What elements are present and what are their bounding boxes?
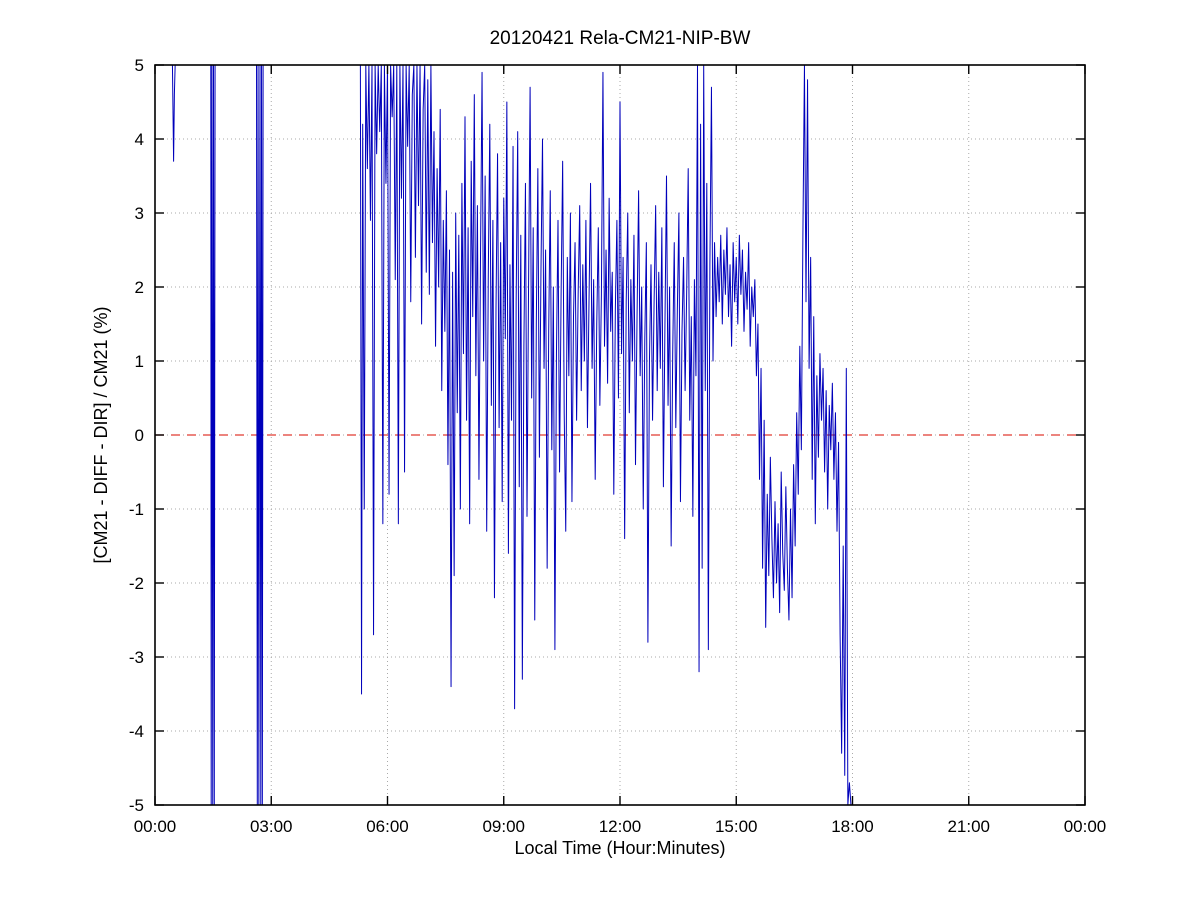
chart-title: 20120421 Rela-CM21-NIP-BW <box>490 28 751 49</box>
series-line <box>210 64 216 806</box>
x-tick-label: 18:00 <box>831 817 874 836</box>
y-tick-label: -2 <box>129 574 144 593</box>
series-line <box>359 64 852 806</box>
x-tick-label: 00:00 <box>134 817 177 836</box>
y-tick-label: 3 <box>135 204 144 223</box>
y-tick-label: 1 <box>135 352 144 371</box>
y-tick-label: -1 <box>129 500 144 519</box>
x-tick-label: 09:00 <box>482 817 525 836</box>
axes-box <box>154 64 1086 806</box>
series-line <box>256 64 264 806</box>
x-tick-label: 03:00 <box>250 817 293 836</box>
axes: 00:00 03:00 06:00 09:00 12:00 15:00 18:00 21:00… <box>129 56 1106 836</box>
x-axis-label: Local Time (Hour:Minutes) <box>514 838 725 858</box>
series-line <box>171 64 176 162</box>
x-tick-label: 06:00 <box>366 817 409 836</box>
x-tick-label: 21:00 <box>947 817 990 836</box>
y-tick-label: -4 <box>129 722 144 741</box>
y-tick-label: 0 <box>135 426 144 445</box>
x-tick-label: 00:00 <box>1064 817 1107 836</box>
y-tick-label: 2 <box>135 278 144 297</box>
y-tick-label: 5 <box>135 56 144 75</box>
x-tick-label: 15:00 <box>715 817 758 836</box>
y-axis-label: [CM21 - DIFF - DIR] / CM21 (%) <box>91 306 111 563</box>
y-tick-label: -5 <box>129 796 144 815</box>
x-tick-label: 12:00 <box>599 817 642 836</box>
y-tick-label: -3 <box>129 648 144 667</box>
y-tick-label: 4 <box>135 130 144 149</box>
